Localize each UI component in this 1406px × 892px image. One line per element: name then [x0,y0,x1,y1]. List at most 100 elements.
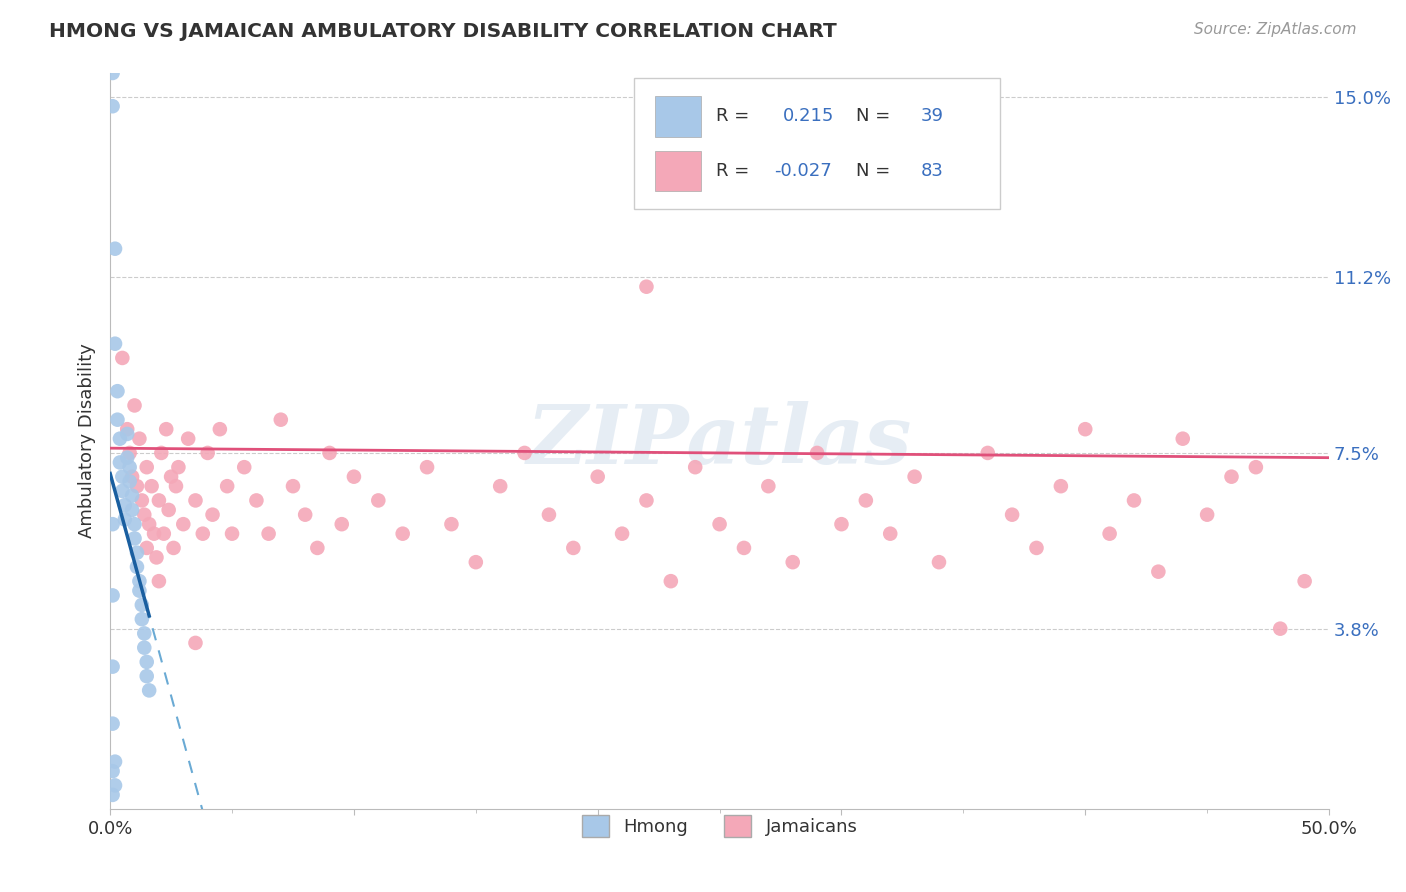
Point [367,493,389,508]
Point [1098,526,1121,541]
Point [131,598,153,612]
Text: 83: 83 [921,161,943,180]
Point [131,493,153,508]
Point [270,413,292,427]
Point [107,384,129,399]
Point [148,574,170,589]
Point [952,185,974,199]
Point [135,460,157,475]
Point [489,479,512,493]
Point [1220,469,1243,483]
Point [1294,574,1316,589]
Point [562,541,585,555]
Point [101,517,124,532]
Point [1171,432,1194,446]
Point [108,432,131,446]
Point [184,493,207,508]
Text: -0.027: -0.027 [775,161,832,180]
Point [782,555,804,569]
Point [121,489,143,503]
Point [138,683,160,698]
Point [118,446,141,460]
Point [131,612,153,626]
Point [464,555,486,569]
Point [928,555,950,569]
Point [135,655,157,669]
Point [101,66,124,80]
Point [281,479,304,493]
Point [111,351,134,365]
Point [416,460,439,475]
Point [134,626,156,640]
Point [124,399,146,413]
Point [111,469,134,483]
Point [1025,541,1047,555]
Point [1050,479,1073,493]
Point [108,455,131,469]
Point [977,446,1000,460]
Point [101,99,124,113]
Point [1074,422,1097,436]
Point [201,508,224,522]
Text: 39: 39 [921,107,943,126]
Point [118,460,141,475]
Point [101,659,124,673]
Point [1270,622,1292,636]
Point [101,764,124,779]
Point [709,517,731,532]
Point [115,426,138,441]
Point [157,503,180,517]
Text: ZIPatlas: ZIPatlas [527,401,912,481]
Point [636,493,658,508]
Point [636,279,658,293]
Point [160,469,183,483]
Point [124,532,146,546]
Point [330,517,353,532]
Point [659,574,682,589]
Point [318,446,340,460]
Point [128,583,150,598]
Point [148,493,170,508]
Point [177,432,200,446]
Point [150,446,173,460]
Point [134,508,156,522]
FancyBboxPatch shape [655,96,702,136]
Point [733,541,755,555]
Point [145,550,167,565]
Point [155,422,177,436]
Point [141,479,163,493]
Point [257,526,280,541]
Point [152,526,174,541]
Point [756,479,779,493]
Point [307,541,329,555]
Point [855,493,877,508]
Y-axis label: Ambulatory Disability: Ambulatory Disability [79,343,96,539]
Point [879,526,901,541]
Point [104,755,127,769]
Point [128,574,150,589]
Point [610,526,633,541]
Point [134,640,156,655]
Point [1244,460,1267,475]
Point [197,446,219,460]
Point [683,460,706,475]
Point [162,541,184,555]
Point [118,475,141,489]
Point [111,483,134,498]
Point [1001,508,1024,522]
Point [217,479,239,493]
Point [128,432,150,446]
Point [191,526,214,541]
Point [101,716,124,731]
Point [1197,508,1219,522]
Point [143,526,166,541]
Point [184,636,207,650]
Point [104,336,127,351]
Text: N =: N = [856,161,896,180]
Point [233,460,256,475]
Point [165,479,187,493]
Point [245,493,267,508]
Text: N =: N = [856,107,896,126]
Point [343,469,366,483]
Point [440,517,463,532]
